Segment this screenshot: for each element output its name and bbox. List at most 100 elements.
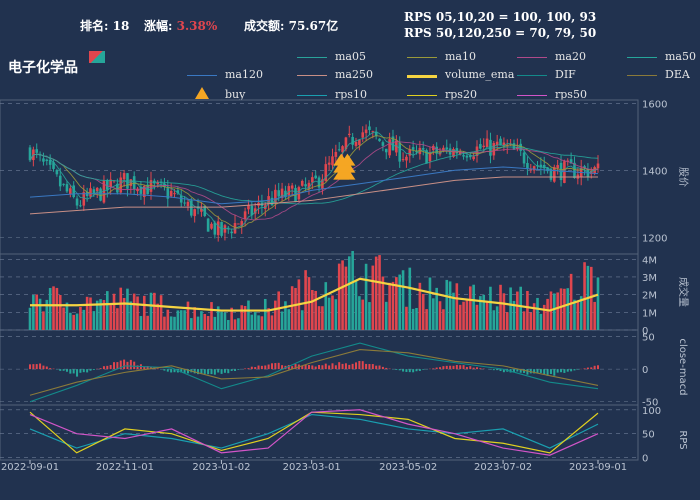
candle-body	[116, 183, 119, 193]
volume-bar	[358, 296, 361, 330]
candle-body	[300, 180, 304, 186]
macd-bar	[213, 369, 216, 375]
volume-bar	[371, 265, 375, 330]
volume-bar	[573, 299, 576, 330]
volume-bar	[65, 302, 69, 330]
volume-ema-line	[30, 277, 599, 312]
volume-bar	[428, 277, 432, 330]
volume-bar	[388, 282, 391, 330]
volume-bar	[196, 316, 200, 330]
rank-value: 18	[112, 19, 130, 33]
macd-bar	[499, 369, 502, 372]
candle-body	[274, 189, 277, 204]
volume-bar	[48, 287, 52, 330]
volume-bar	[163, 316, 166, 330]
volume-bar	[347, 256, 351, 330]
volume-bar	[327, 297, 331, 330]
candle-body	[589, 171, 593, 174]
candle-body	[539, 164, 543, 168]
date-tick-label: 2022-09-01	[1, 462, 59, 473]
legend-label-ma250: ma250	[335, 68, 373, 81]
legend-swatch-ma05	[297, 57, 327, 58]
volume-bar	[304, 270, 307, 330]
macd-bar	[244, 368, 247, 370]
macd-bar	[523, 369, 526, 373]
volume-bar	[317, 306, 321, 330]
candle-body	[38, 154, 42, 156]
macd-bar	[210, 369, 213, 375]
volume-bar	[516, 291, 519, 330]
macd-bar	[455, 365, 458, 370]
rps-axis-label: RPS	[677, 430, 688, 449]
candle-body	[556, 165, 559, 169]
macd-bar	[106, 365, 109, 370]
macd-bar	[539, 369, 542, 373]
candle-body	[106, 179, 109, 190]
macd-bar	[422, 369, 425, 370]
candle-body	[277, 190, 281, 197]
macd-bar	[183, 369, 186, 373]
change-value: 3.38%	[176, 19, 218, 33]
macd-bar	[116, 362, 119, 370]
volume-bar	[395, 277, 398, 330]
macd-bar	[149, 367, 152, 370]
candle-body	[314, 175, 317, 179]
candle-body	[210, 223, 213, 229]
macd-bar	[549, 369, 552, 374]
volume-bar	[169, 316, 173, 330]
volume-tick-label: 2M	[642, 291, 657, 302]
macd-bar	[207, 369, 210, 375]
macd-bar	[344, 363, 347, 370]
macd-bar	[294, 364, 297, 370]
candle-body	[337, 149, 341, 151]
candle-body	[253, 208, 257, 214]
macd-bar	[203, 369, 206, 374]
volume-bar	[38, 298, 42, 330]
volume-bar	[532, 303, 536, 330]
macd-bar	[133, 361, 136, 370]
ma20-line	[29, 141, 599, 221]
candle-body	[203, 205, 207, 216]
macd-bar	[459, 365, 462, 370]
candle-body	[549, 168, 553, 180]
macd-bar	[254, 367, 257, 370]
candle-body	[479, 144, 482, 149]
volume-bar	[553, 293, 556, 330]
volume-bar	[361, 299, 365, 330]
candle-body	[79, 205, 82, 207]
macd-bar	[52, 368, 55, 370]
macd-bar	[318, 365, 321, 370]
volume-bar	[438, 301, 442, 330]
volume-bar	[559, 288, 563, 330]
candle-body	[223, 225, 227, 233]
rps-line-2: RPS 50,120,250 = 70, 79, 50	[404, 26, 597, 40]
volume-bar	[223, 312, 227, 330]
macd-bar	[230, 369, 233, 371]
macd-bar	[287, 364, 290, 370]
volume-bar	[556, 292, 559, 330]
candle-body	[563, 161, 566, 183]
macd-bar	[502, 369, 505, 373]
volume-bar	[294, 287, 297, 330]
candle-body	[58, 175, 62, 187]
candle-body	[284, 190, 287, 198]
macd-bar	[86, 369, 89, 373]
macd-bar	[546, 369, 549, 376]
macd-bar	[355, 362, 358, 370]
volume-bar	[499, 284, 502, 330]
volume-bar	[341, 260, 344, 330]
volume-bar	[364, 263, 368, 330]
candle-body	[341, 146, 344, 153]
volume-bar	[337, 263, 341, 330]
candle-body	[553, 166, 556, 182]
candle-body	[35, 149, 39, 153]
volume-bar	[536, 297, 539, 330]
macd-bar	[526, 369, 529, 375]
volume-bar	[146, 315, 149, 330]
macd-bar	[476, 367, 479, 370]
volume-bar	[522, 311, 526, 330]
candle-body	[213, 222, 217, 235]
volume-bar	[62, 307, 65, 330]
volume-bar	[519, 286, 522, 330]
